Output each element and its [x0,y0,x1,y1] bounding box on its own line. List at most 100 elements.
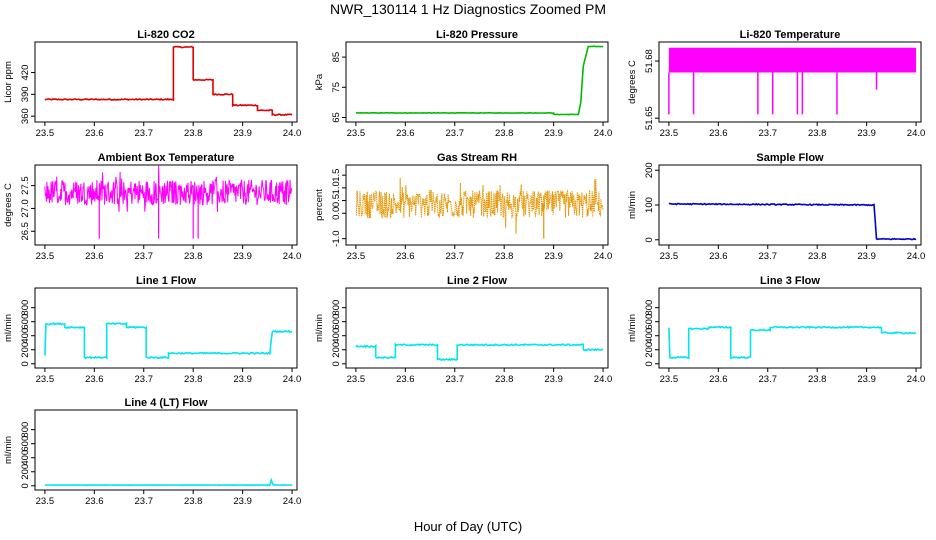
line-1-flow-xtick-label: 23.5 [36,374,55,385]
line-2-flow-ytick-label: 800 [331,300,342,316]
line-2-flow-xtick-label: 23.9 [544,374,563,385]
line-1-flow-ylabel: ml/min [3,314,14,342]
li-820-co2-xtick-label: 23.9 [233,128,252,139]
sample-flow-ytick-label: 200 [644,162,655,178]
line-1-flow-frame [34,287,298,369]
figure-xlabel: Hour of Day (UTC) [414,519,522,534]
sample-flow-ylabel: ml/min [627,191,638,219]
sample-flow-xtick-label: 23.8 [808,251,827,262]
line-3-flow-xtick-label: 23.7 [759,374,778,385]
sample-flow-xtick-label: 23.6 [709,251,728,262]
line-3-flow-xtick-label: 23.9 [857,374,876,385]
line-2-flow-panel: Line 2 Flow 23.5 23.6 23.7 23.8 23.9 24.0 0 2004… [314,275,612,385]
li-820-co2-title: Li-820 CO2 [137,29,194,41]
line-1-flow-ytick-label: 400 [20,328,31,344]
line-3-flow-xtick-label: 23.6 [709,374,728,385]
line-4-lt-flow-xtick-label: 23.7 [135,496,154,507]
line-4-lt-flow-series-line [44,477,293,487]
line-2-flow-title: Line 2 Flow [447,275,507,287]
ambient-box-temperature-xtick-label: 23.7 [135,251,154,262]
line-3-flow-ytick-label: 200 [644,342,655,358]
line-1-flow-ytick-label: 800 [20,300,31,316]
line-2-flow-ytick-label: 0 [331,361,342,366]
li-820-co2-xtick-label: 23.5 [36,128,55,139]
line-1-flow-title: Line 1 Flow [136,275,196,287]
gas-stream-rh-frame [345,164,609,246]
line-4-lt-flow-ytick-label: 400 [20,450,31,466]
gas-stream-rh-series-line [355,177,604,234]
sample-flow-xtick-label: 23.9 [857,251,876,262]
li-820-temperature-xtick-label: 23.8 [808,128,827,139]
li-820-co2-ytick-label: 360 [20,108,31,124]
li-820-co2-ytick-label: 420 [20,65,31,81]
li-820-temperature-xtick-label: 23.7 [759,128,778,139]
ambient-box-temperature-panel: Ambient Box Temperature 23.5 23.6 23.7 23.8 2… [3,152,301,262]
gas-stream-rh-xtick-label: 23.8 [495,251,514,262]
sample-flow-xtick-label: 24.0 [907,251,926,262]
line-1-flow-xtick-label: 23.9 [233,374,252,385]
ambient-box-temperature-xtick-label: 23.6 [85,251,104,262]
li-820-pressure-ytick-label: 65 [331,112,342,123]
line-4-lt-flow-xtick-label: 23.6 [85,496,104,507]
sample-flow-ytick-label: 100 [644,197,655,213]
line-2-flow-ytick-label: 200 [331,342,342,358]
sample-flow-xtick-label: 23.5 [660,251,679,262]
panels-container: Li-820 CO2 23.5 23.6 23.7 23.8 23.9 24.0 360 390… [3,29,925,507]
li-820-pressure-xtick-label: 23.7 [446,128,465,139]
li-820-temperature-xtick-label: 23.6 [709,128,728,139]
li-820-pressure-ytick-label: 75 [331,82,342,93]
li-820-co2-xtick-label: 23.8 [184,128,203,139]
line-3-flow-xtick-label: 23.8 [808,374,827,385]
li-820-co2-xtick-label: 23.6 [85,128,104,139]
ambient-box-temperature-frame [34,164,298,246]
line-4-lt-flow-ylabel: ml/min [3,436,14,464]
line-4-lt-flow-ytick-label: 600 [20,436,31,452]
line-2-flow-ytick-label: 400 [331,328,342,344]
line-1-flow-ytick-label: 600 [20,314,31,330]
line-4-lt-flow-ytick-label: 0 [20,483,31,488]
li-820-pressure-xtick-label: 23.8 [495,128,514,139]
sample-flow-ytick-label: 0 [644,237,655,242]
gas-stream-rh-ylabel: percent [314,189,325,221]
li-820-temperature-title: Li-820 Temperature [740,29,841,41]
li-820-co2-series-line [44,45,293,117]
line-1-flow-panel: Line 1 Flow 23.5 23.6 23.7 23.8 23.9 24.0 0 2004… [3,275,301,385]
line-2-flow-frame [345,287,609,369]
li-820-co2-ylabel: Licor ppm [3,61,14,103]
li-820-co2-xtick-label: 23.7 [135,128,154,139]
line-4-lt-flow-title: Line 4 (LT) Flow [125,397,208,409]
li-820-co2-frame [34,41,298,123]
line-3-flow-frame [658,287,922,369]
line-3-flow-xtick-label: 24.0 [907,374,926,385]
line-1-flow-ytick-label: 200 [20,342,31,358]
ambient-box-temperature-xtick-label: 23.5 [36,251,55,262]
ambient-box-temperature-ytick-label: 26.5 [20,222,31,241]
line-2-flow-xtick-label: 24.0 [594,374,613,385]
line-4-lt-flow-xtick-label: 23.5 [36,496,55,507]
line-3-flow-ytick-label: 800 [644,300,655,316]
li-820-temperature-xtick-label: 23.9 [857,128,876,139]
gas-stream-rh-xtick-label: 23.9 [544,251,563,262]
line-1-flow-xtick-label: 23.7 [135,374,154,385]
sample-flow-title: Sample Flow [756,152,824,164]
li-820-co2-ytick-label: 390 [20,86,31,102]
gas-stream-rh-xtick-label: 23.5 [347,251,366,262]
line-1-flow-xtick-label: 24.0 [283,374,302,385]
line-1-flow-ytick-label: 0 [20,361,31,366]
line-4-lt-flow-xtick-label: 23.9 [233,496,252,507]
gas-stream-rh-xtick-label: 23.6 [396,251,415,262]
line-4-lt-flow-ytick-label: 200 [20,464,31,480]
ambient-box-temperature-ylabel: degrees C [3,183,14,227]
line-4-lt-flow-frame [34,409,298,491]
ambient-box-temperature-xtick-label: 24.0 [283,251,302,262]
gas-stream-rh-ytick-label: -1.0 [331,230,342,246]
ambient-box-temperature-xtick-label: 23.8 [184,251,203,262]
sample-flow-xtick-label: 23.7 [759,251,778,262]
li-820-temperature-ytick-label: 51.68 [644,49,655,73]
li-820-pressure-xtick-label: 23.9 [544,128,563,139]
figure-title: NWR_130114 1 Hz Diagnostics Zoomed PM [330,1,606,17]
line-2-flow-ylabel: ml/min [314,314,325,342]
gas-stream-rh-ytick-label: 1.5 [331,169,342,182]
line-4-lt-flow-panel: Line 4 (LT) Flow 23.5 23.6 23.7 23.8 23.9 24.0… [3,397,301,507]
